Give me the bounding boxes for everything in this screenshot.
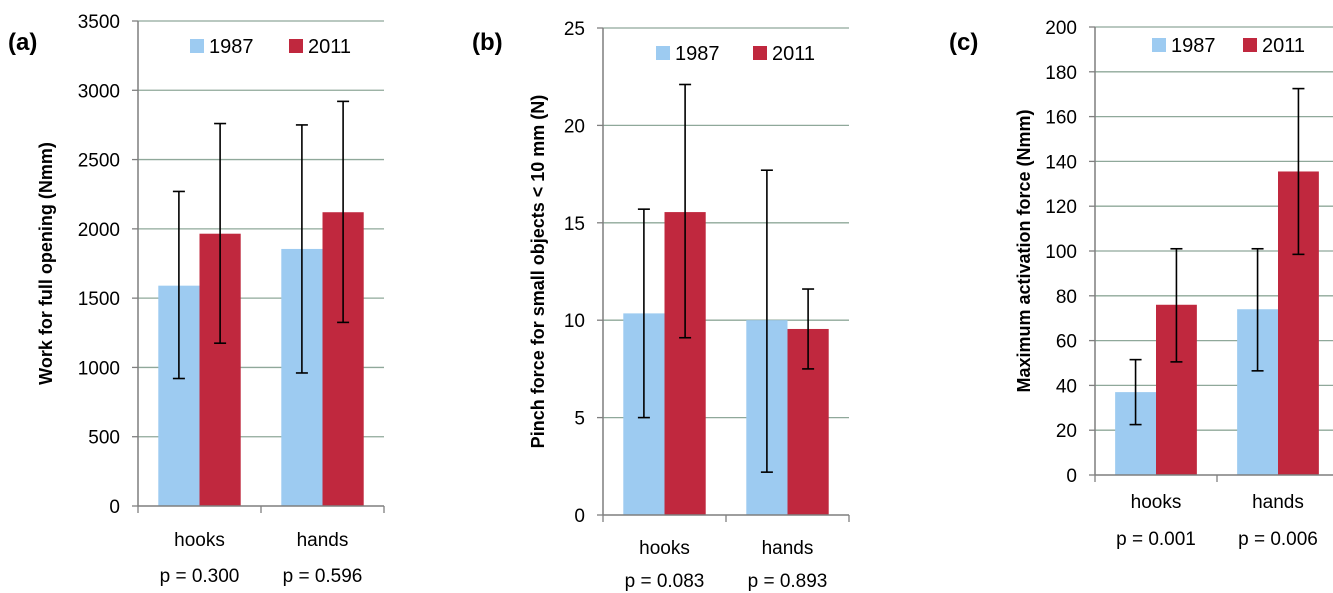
p-value-label: p = 0.300 (160, 566, 240, 587)
category-label: hands (1252, 492, 1304, 513)
panel-a: 0 500 1000 1500 2000 2500 3000 3500 hooks p = 0.3… (8, 12, 385, 587)
legend-label-2011: 2011 (772, 43, 815, 65)
category-label: hands (297, 530, 349, 551)
legend: 1987 2011 (190, 36, 351, 58)
legend: 1987 2011 (656, 43, 815, 65)
y-tick-label: 2000 (78, 220, 120, 241)
error-bars (637, 83, 815, 473)
y-tick-label: 25 (564, 19, 585, 40)
y-tick-label: 140 (1045, 152, 1077, 173)
y-tick-label: 120 (1045, 197, 1077, 218)
category-label: hooks (1131, 492, 1182, 513)
y-tick-label: 1000 (78, 358, 120, 379)
legend-swatch-2011 (1243, 38, 1257, 52)
y-tick-label: 200 (1045, 18, 1077, 39)
y-tick-label: 20 (564, 116, 585, 137)
y-axis-title: Maximum activation force (Nmm) (1014, 109, 1034, 392)
panel-label: (c) (949, 29, 978, 56)
y-tick-label: 3000 (78, 81, 120, 102)
y-tick-label: 60 (1056, 332, 1077, 353)
error-bars (172, 100, 350, 380)
panel-label: (a) (8, 29, 37, 56)
p-value-label: p = 0.001 (1116, 529, 1196, 550)
legend-label-2011: 2011 (308, 36, 351, 58)
y-tick-label: 5 (574, 409, 585, 430)
y-tick-labels: 0 20 40 60 80 100 120 140 160 180 200 (1045, 18, 1077, 487)
legend-swatch-2011 (289, 39, 303, 53)
panel-b: 0 5 10 15 20 25 hooks p = 0.083 hands p = 0.893 19… (472, 19, 850, 592)
y-tick-label: 80 (1056, 287, 1077, 308)
legend: 1987 2011 (1152, 35, 1305, 57)
panel-c: 0 20 40 60 80 100 120 140 160 180 200 hooks p = 0.00… (949, 18, 1333, 550)
legend-label-1987: 1987 (675, 43, 720, 65)
y-axis-title: Pinch force for small objects < 10 mm (N… (528, 95, 548, 449)
category-label: hooks (174, 530, 225, 551)
category-label: hands (762, 538, 814, 559)
p-value-label: p = 0.893 (748, 571, 828, 592)
legend-swatch-1987 (190, 39, 204, 53)
legend-label-1987: 1987 (1171, 35, 1216, 57)
y-tick-label: 500 (88, 428, 120, 449)
y-tick-labels: 0 5 10 15 20 25 (564, 19, 585, 527)
y-tick-label: 0 (1066, 466, 1077, 487)
p-value-label: p = 0.006 (1238, 529, 1318, 550)
bars (1115, 171, 1319, 476)
legend-label-1987: 1987 (209, 36, 254, 58)
category-label: hooks (639, 538, 690, 559)
y-tick-label: 0 (109, 497, 120, 518)
y-tick-label: 40 (1056, 376, 1077, 397)
panel-label: (b) (472, 29, 503, 56)
y-tick-label: 10 (564, 311, 585, 332)
y-tick-label: 1500 (78, 289, 120, 310)
y-tick-label: 160 (1045, 108, 1077, 129)
y-tick-label: 180 (1045, 63, 1077, 84)
legend-label-2011: 2011 (1262, 35, 1305, 57)
p-value-label: p = 0.083 (625, 571, 705, 592)
bars (623, 212, 829, 515)
y-tick-label: 100 (1045, 242, 1077, 263)
legend-swatch-1987 (1152, 38, 1166, 52)
legend-swatch-1987 (656, 46, 670, 60)
y-tick-label: 20 (1056, 421, 1077, 442)
y-axis-title: Work for full opening (Nmm) (36, 142, 56, 385)
y-tick-label: 3500 (78, 12, 120, 33)
y-tick-labels: 0 500 1000 1500 2000 2500 3000 3500 (78, 12, 120, 518)
bars (158, 212, 364, 506)
y-tick-label: 0 (574, 506, 585, 527)
p-value-label: p = 0.596 (283, 566, 363, 587)
error-bars (1129, 87, 1305, 426)
y-tick-label: 2500 (78, 151, 120, 172)
y-tick-label: 15 (564, 214, 585, 235)
legend-swatch-2011 (753, 46, 767, 60)
